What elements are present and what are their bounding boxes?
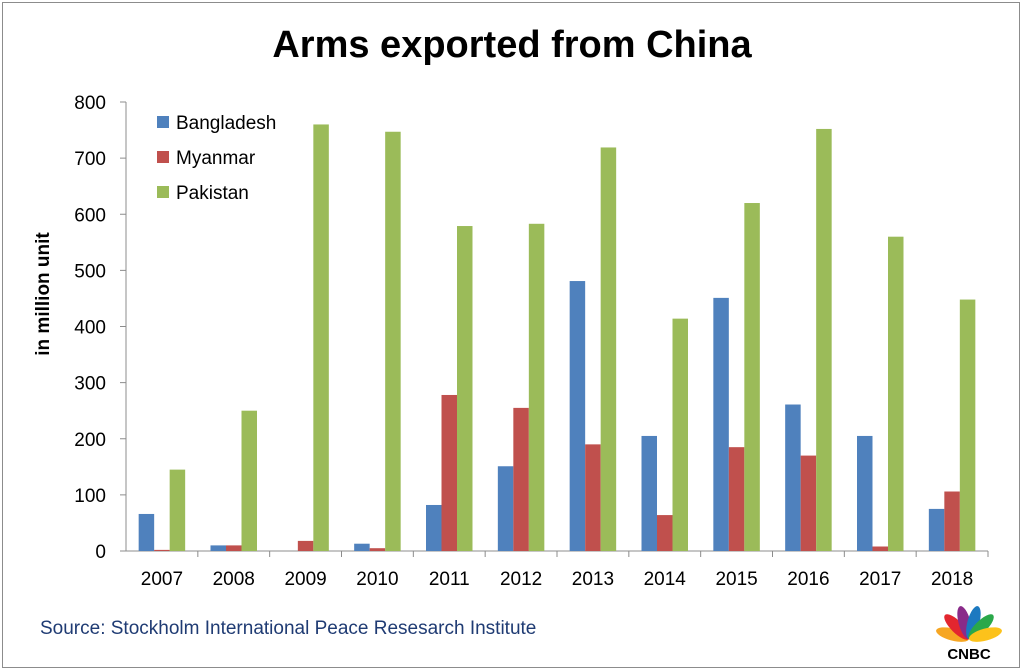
bar-myanmar-2007	[154, 549, 170, 551]
bar-pakistan-2018	[959, 299, 976, 551]
legend-swatch-pakistan	[157, 186, 169, 198]
x-tick-label: 2009	[284, 569, 326, 590]
y-tick-label: 300	[74, 374, 106, 395]
bar-myanmar-2012	[513, 407, 529, 551]
bar-pakistan-2010	[385, 131, 401, 551]
x-tick-label: 2008	[213, 569, 255, 590]
logo-text: CNBC	[947, 646, 990, 662]
bar-bangladesh-2010	[354, 543, 370, 551]
y-tick-label: 0	[95, 542, 106, 563]
bar-bangladesh-2016	[785, 404, 801, 551]
peacock-feather	[966, 606, 981, 640]
bar-bangladesh-2012	[497, 466, 514, 551]
bar-pakistan-2007	[169, 469, 186, 551]
bar-bangladesh-2011	[426, 504, 442, 551]
plot-area: 0 100 200 300 400 500 600 700 800 2007 2008 2009 201…	[74, 93, 989, 590]
y-tick-label: 800	[74, 93, 106, 114]
bar-bangladesh-2015	[713, 297, 729, 551]
peacock-feather	[936, 627, 970, 642]
y-tick-label: 600	[74, 205, 106, 226]
x-tick-label: 2012	[500, 569, 542, 590]
y-tick-label: 100	[74, 486, 106, 507]
y-tick-label: 700	[74, 149, 106, 170]
bar-myanmar-2010	[369, 548, 386, 551]
bar-myanmar-2008	[226, 545, 242, 551]
bar-myanmar-2014	[657, 515, 673, 551]
x-tick-label: 2013	[572, 569, 614, 590]
bar-myanmar-2009	[297, 540, 314, 551]
bar-bangladesh-2007	[138, 513, 155, 551]
bar-pakistan-2012	[528, 223, 545, 551]
legend-swatch-myanmar	[157, 151, 169, 163]
legend-swatch-bangladesh	[157, 116, 169, 128]
bar-myanmar-2017	[872, 546, 888, 551]
bar-pakistan-2013	[600, 147, 617, 551]
bar-bangladesh-2013	[569, 281, 586, 551]
peacock-feathers	[936, 606, 1002, 642]
bar-pakistan-2016	[816, 128, 832, 551]
bar-bangladesh-2018	[928, 508, 945, 551]
y-tick-label: 400	[74, 318, 106, 339]
x-tick-label: 2016	[787, 569, 829, 590]
bar-pakistan-2011	[457, 226, 473, 551]
bar-myanmar-2016	[800, 455, 817, 551]
bar-pakistan-2009	[313, 124, 329, 551]
bar-pakistan-2008	[241, 410, 257, 551]
legend-label-myanmar: Myanmar	[176, 148, 256, 169]
bar-pakistan-2015	[744, 203, 760, 551]
bar-myanmar-2015	[728, 447, 745, 551]
legend-label-pakistan: Pakistan	[176, 183, 249, 204]
legend: Bangladesh Myanmar Pakistan	[157, 113, 276, 204]
source-note: Source: Stockholm International Peace Re…	[40, 618, 537, 639]
x-tick-label: 2011	[429, 569, 470, 590]
bar-bangladesh-2017	[857, 435, 873, 551]
bar-bangladesh-2014	[641, 435, 657, 551]
x-tick-label: 2010	[356, 569, 398, 590]
y-tick-label: 200	[74, 430, 106, 451]
x-tick-label: 2014	[644, 569, 687, 590]
peacock-feather	[968, 627, 1002, 642]
bar-pakistan-2014	[672, 318, 688, 551]
x-tick-label: 2015	[715, 569, 757, 590]
x-tick-label: 2017	[859, 569, 901, 590]
bar-bangladesh-2008	[210, 545, 226, 551]
x-tick-label: 2018	[931, 569, 973, 590]
bar-myanmar-2013	[585, 444, 601, 551]
y-axis-label: in million unit	[33, 232, 54, 356]
bar-myanmar-2011	[441, 394, 457, 551]
cnbc-peacock-icon: CNBC	[936, 606, 1002, 662]
chart-title: Arms exported from China	[272, 24, 752, 66]
bar-pakistan-2017	[888, 236, 904, 551]
legend-label-bangladesh: Bangladesh	[176, 113, 276, 134]
x-tick-label: 2007	[141, 569, 183, 590]
y-tick-label: 500	[74, 261, 106, 282]
bar-myanmar-2018	[944, 491, 960, 551]
bar-chart: Arms exported from China in million unit…	[33, 24, 989, 590]
